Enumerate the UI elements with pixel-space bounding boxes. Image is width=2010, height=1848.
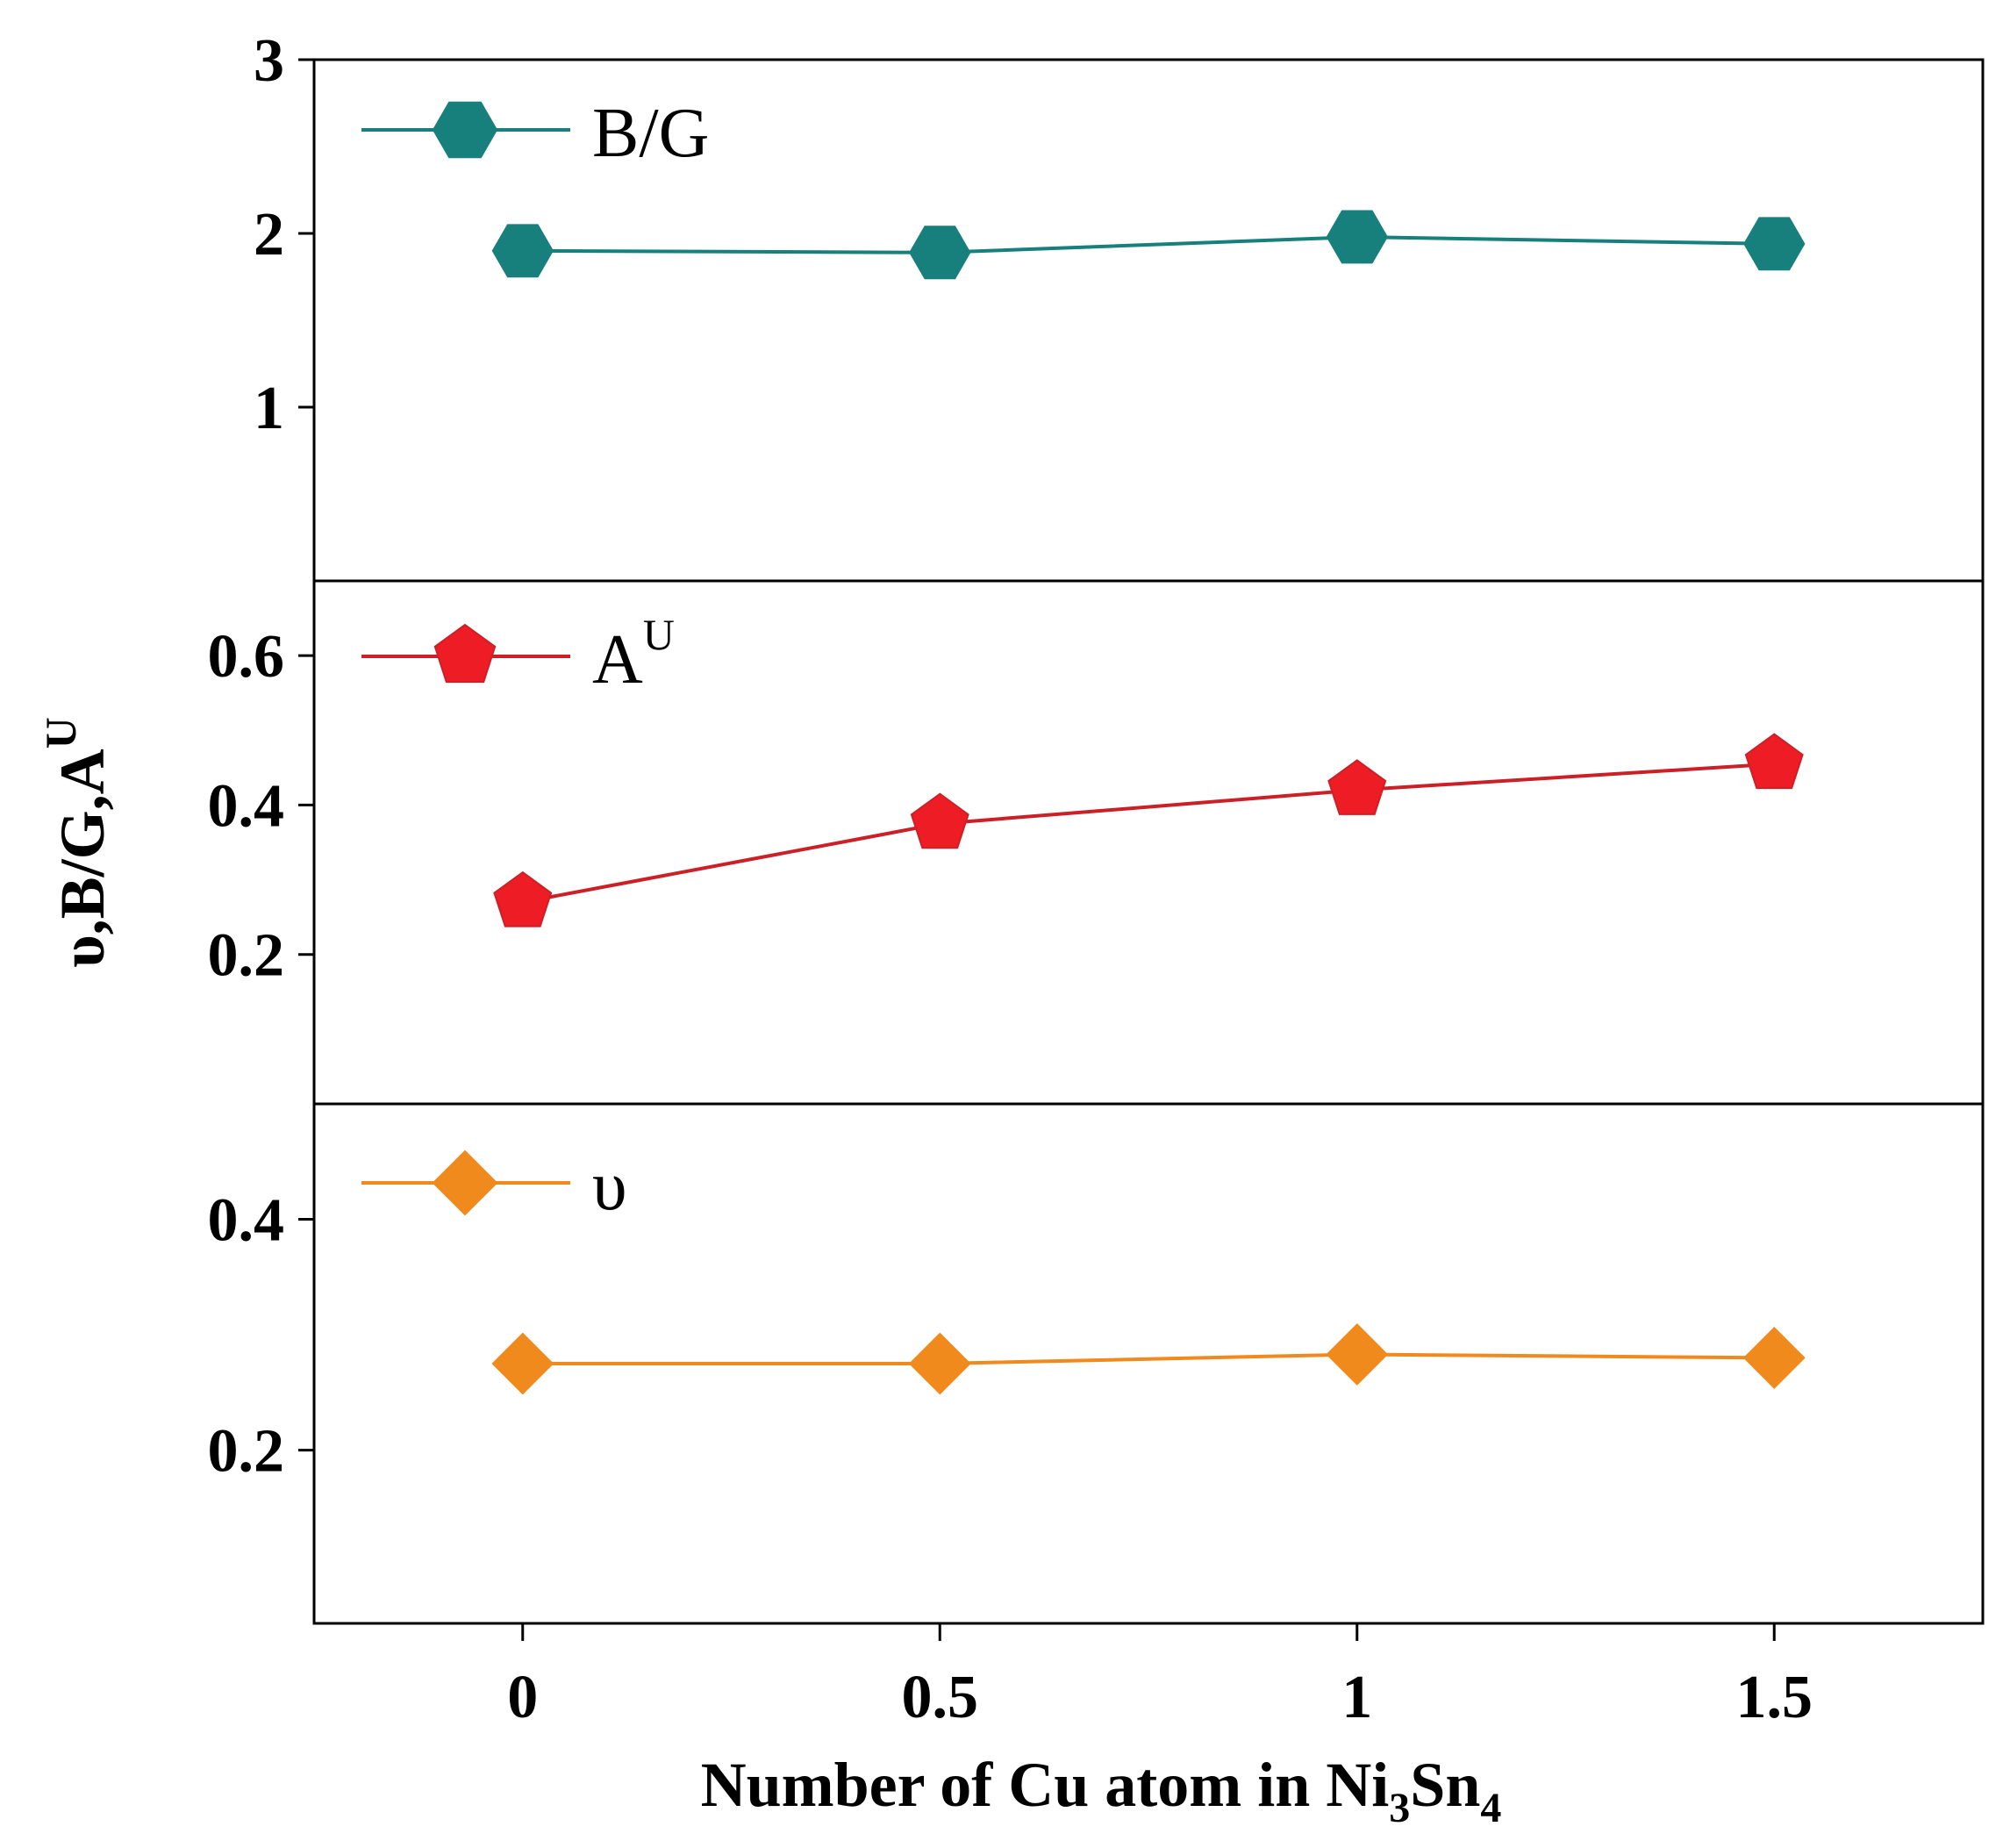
data-point-au [1744,733,1804,790]
data-point-au [493,870,553,928]
y-tick-label-au: 0.2 [208,922,285,990]
series-line-nu [522,1352,1775,1365]
y-tick-label-nu: 0.2 [208,1418,285,1486]
data-point-bg [909,226,971,280]
y-axis-title: υ,B/G,AU [36,717,118,968]
panel-frame-middle [312,579,1985,1106]
legend-label-bg: B/G [592,95,709,172]
x-tick-label: 0 [507,1664,538,1731]
x-tick-label: 0.5 [902,1664,979,1731]
y-tick-label-bg: 1 [254,375,284,442]
x-tick-label: 1 [1341,1664,1372,1731]
x-axis-title-mid: Sn [1410,1750,1480,1820]
series-line-bg [522,234,1775,254]
legend-marker-nu [432,1150,498,1216]
legend-label-text-au: A [592,621,643,698]
y-tick-label-au: 0.6 [208,623,285,691]
y-axis-title-sup: U [36,717,85,749]
legend-marker-au [433,623,497,684]
y-tick-label-bg: 2 [254,201,284,269]
y-axis-title-main: υ,B/G,A [47,749,118,967]
legend-marker-bg [432,101,498,159]
legend-label-au: AU [592,610,675,698]
legend-label-sup-au: U [643,610,675,659]
legend-label-text-nu: υ [592,1148,627,1225]
data-point-nu [1326,1323,1389,1386]
x-axis-title-sub2: 4 [1480,1785,1501,1831]
data-point-bg [491,224,554,278]
y-tick-label-bg: 3 [254,27,284,95]
legend-label-text-bg: B/G [592,95,709,172]
data-point-au [1327,759,1387,815]
data-point-au [910,792,969,849]
legend-label-nu: υ [592,1148,627,1225]
y-tick-label-nu: 0.4 [208,1187,285,1255]
x-axis-title-sub1: 3 [1389,1785,1410,1831]
x-axis-title-main: Number of Cu atom in Ni [701,1750,1390,1820]
data-point-bg [1743,217,1806,271]
panel-frame-bottom [312,1102,1985,1625]
data-point-bg [1326,210,1388,264]
x-tick-label: 1.5 [1736,1664,1813,1731]
y-tick-label-au: 0.4 [208,772,285,840]
x-axis-title: Number of Cu atom in Ni3Sn4 [701,1750,1502,1831]
data-point-nu [491,1332,554,1395]
data-point-nu [908,1332,971,1395]
panel-frame-top [312,58,1985,583]
data-point-nu [1742,1326,1806,1389]
series-line-au [522,762,1775,905]
